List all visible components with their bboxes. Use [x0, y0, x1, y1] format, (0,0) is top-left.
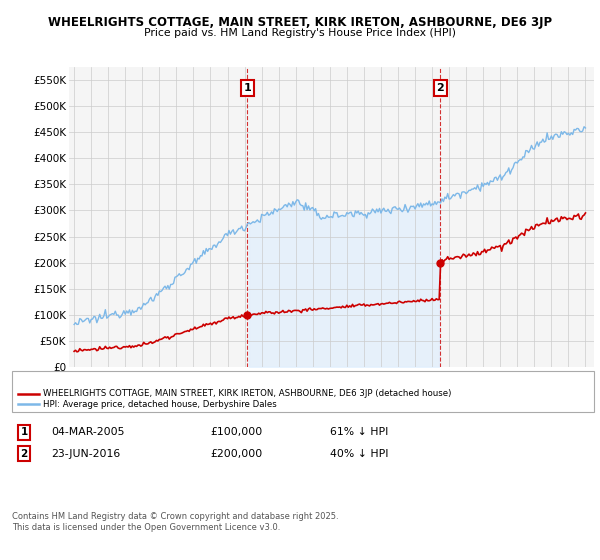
- Text: £200,000: £200,000: [210, 449, 262, 459]
- Text: WHEELRIGHTS COTTAGE, MAIN STREET, KIRK IRETON, ASHBOURNE, DE6 3JP: WHEELRIGHTS COTTAGE, MAIN STREET, KIRK I…: [48, 16, 552, 29]
- Text: 2: 2: [436, 83, 444, 93]
- Text: 1: 1: [244, 83, 251, 93]
- Text: Contains HM Land Registry data © Crown copyright and database right 2025.
This d: Contains HM Land Registry data © Crown c…: [12, 512, 338, 532]
- Text: Price paid vs. HM Land Registry's House Price Index (HPI): Price paid vs. HM Land Registry's House …: [144, 28, 456, 38]
- Text: 40% ↓ HPI: 40% ↓ HPI: [330, 449, 389, 459]
- Text: HPI: Average price, detached house, Derbyshire Dales: HPI: Average price, detached house, Derb…: [43, 400, 277, 409]
- Text: 61% ↓ HPI: 61% ↓ HPI: [330, 427, 388, 437]
- Text: £100,000: £100,000: [210, 427, 262, 437]
- Text: 2: 2: [20, 449, 28, 459]
- Text: 04-MAR-2005: 04-MAR-2005: [51, 427, 125, 437]
- Text: WHEELRIGHTS COTTAGE, MAIN STREET, KIRK IRETON, ASHBOURNE, DE6 3JP (detached hous: WHEELRIGHTS COTTAGE, MAIN STREET, KIRK I…: [43, 389, 452, 398]
- Text: 1: 1: [20, 427, 28, 437]
- Text: 23-JUN-2016: 23-JUN-2016: [51, 449, 120, 459]
